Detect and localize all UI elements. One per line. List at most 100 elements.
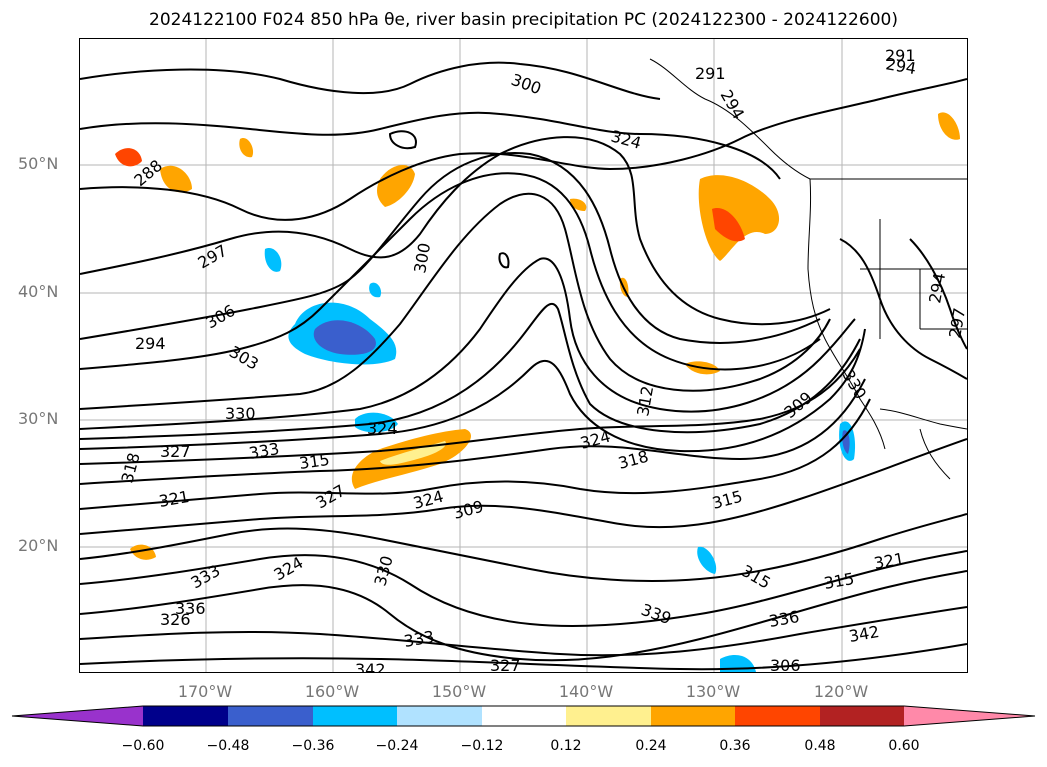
contour: [80, 78, 967, 221]
precip-neg-patch: [369, 282, 382, 298]
colorbar-segment: [820, 706, 904, 726]
colorbar-segment: [12, 706, 143, 726]
map-panel: 288 297 300 291 294 324 294 291 300 306 …: [79, 38, 968, 673]
contour-small-loop: [498, 252, 510, 269]
coastlines: [649, 58, 967, 480]
precip-pos-patch: [938, 112, 960, 140]
colorbar-tick: −0.48: [206, 738, 250, 754]
contour-label: 324: [367, 419, 398, 438]
contour: [80, 302, 861, 440]
colorbar-outline: [11, 705, 1036, 727]
contour: [80, 257, 856, 430]
state-borders: [860, 219, 967, 339]
contour-label: 306: [770, 656, 801, 672]
contour-label: 324: [578, 427, 612, 453]
contour-label: 327: [490, 656, 521, 672]
precip-neg-patch: [264, 248, 282, 272]
contour-label: 294: [135, 334, 166, 353]
contour-label: 321: [157, 487, 190, 511]
lon-label-120w: 120°W: [813, 682, 869, 701]
colorbar-tick: −0.36: [291, 738, 335, 754]
colorbar-tick: 0.24: [635, 738, 667, 754]
contour: [80, 172, 821, 371]
precip-pos-patch: [239, 138, 254, 158]
colorbar-segment: [651, 706, 735, 726]
lon-label-160w: 160°W: [304, 682, 360, 701]
colorbar-segment: [143, 706, 228, 726]
contour-label: 297: [945, 306, 967, 339]
contour-label: 291: [695, 64, 726, 83]
colorbar-tick: 0.12: [550, 738, 582, 754]
lon-label-130w: 130°W: [685, 682, 741, 701]
precip-pos-patch: [377, 164, 415, 207]
contour-label: 330: [371, 554, 397, 588]
precip-pos-patch: [570, 198, 587, 211]
colorbar-segment: [228, 706, 313, 726]
colorbar-segment: [482, 706, 566, 726]
precip-pos-core: [712, 208, 745, 242]
contour: [80, 378, 866, 485]
contour-label: 300: [410, 241, 434, 274]
contour: [80, 438, 967, 535]
contour-label: 315: [298, 450, 331, 473]
precip-pos-patch: [160, 165, 192, 193]
contour-label: 327: [160, 442, 191, 461]
contour-label: 326: [160, 610, 191, 629]
colorbar: [11, 705, 1036, 727]
precip-pos-patch: [115, 148, 142, 167]
contour: [80, 61, 661, 100]
contour-label: 342: [355, 660, 386, 672]
contour: [80, 570, 967, 662]
lat-label-20n: 20°N: [18, 536, 59, 555]
contour: [80, 606, 967, 657]
colorbar-tick: −0.12: [460, 738, 504, 754]
colorbar-tick: 0.60: [888, 738, 920, 754]
contour: [80, 643, 967, 671]
contour: [80, 513, 967, 582]
contour-label: 327: [313, 481, 349, 513]
contour-label: 330: [225, 404, 256, 423]
lat-label-30n: 30°N: [18, 409, 59, 428]
lon-label-170w: 170°W: [177, 682, 233, 701]
colorbar-tick: −0.24: [375, 738, 419, 754]
lon-label-150w: 150°W: [431, 682, 487, 701]
precip-neg-patch: [697, 546, 717, 574]
contour-label: 318: [616, 447, 650, 473]
contour-label: 315: [710, 487, 744, 513]
contour-label: 300: [509, 70, 544, 98]
contour-label: 336: [767, 607, 800, 631]
contour-label: 306: [203, 301, 239, 333]
lat-label-40n: 40°N: [18, 282, 59, 301]
contour-label: 315: [822, 569, 855, 593]
colorbar-tick: 0.48: [804, 738, 836, 754]
contour-label: 309: [451, 497, 485, 523]
contour: [80, 550, 967, 627]
coastline-west-us: [807, 178, 886, 450]
contour: [80, 192, 831, 410]
contour-label: 291: [885, 46, 916, 65]
lat-label-50n: 50°N: [18, 154, 59, 173]
contour-label: 333: [402, 627, 435, 651]
contour-small-loop: [388, 130, 417, 150]
colorbar-segment: [904, 706, 1035, 726]
theta-e-contours: [80, 61, 967, 671]
contour: [909, 238, 967, 350]
contour: [80, 152, 821, 344]
precip-neg-core: [313, 320, 376, 355]
contour-label: 297: [195, 241, 231, 273]
contour-label: 333: [247, 439, 280, 463]
colorbar-segment: [313, 706, 397, 726]
map-canvas: 288 297 300 291 294 324 294 291 300 306 …: [80, 39, 967, 672]
lon-label-140w: 140°W: [558, 682, 614, 701]
contour-label: 342: [847, 622, 880, 646]
chart-title: 2024122100 F024 850 hPa θe, river basin …: [149, 10, 898, 30]
colorbar-tick: −0.60: [121, 738, 165, 754]
contour: [80, 111, 781, 180]
contour-label: 294: [717, 87, 749, 123]
contour: [80, 398, 871, 510]
coastline-alaska-bc: [649, 58, 811, 180]
colorbar-segment: [566, 706, 651, 726]
border-us-mexico: [879, 408, 967, 430]
contour-label: 336: [175, 599, 206, 618]
precip-pos-patch: [698, 175, 780, 261]
